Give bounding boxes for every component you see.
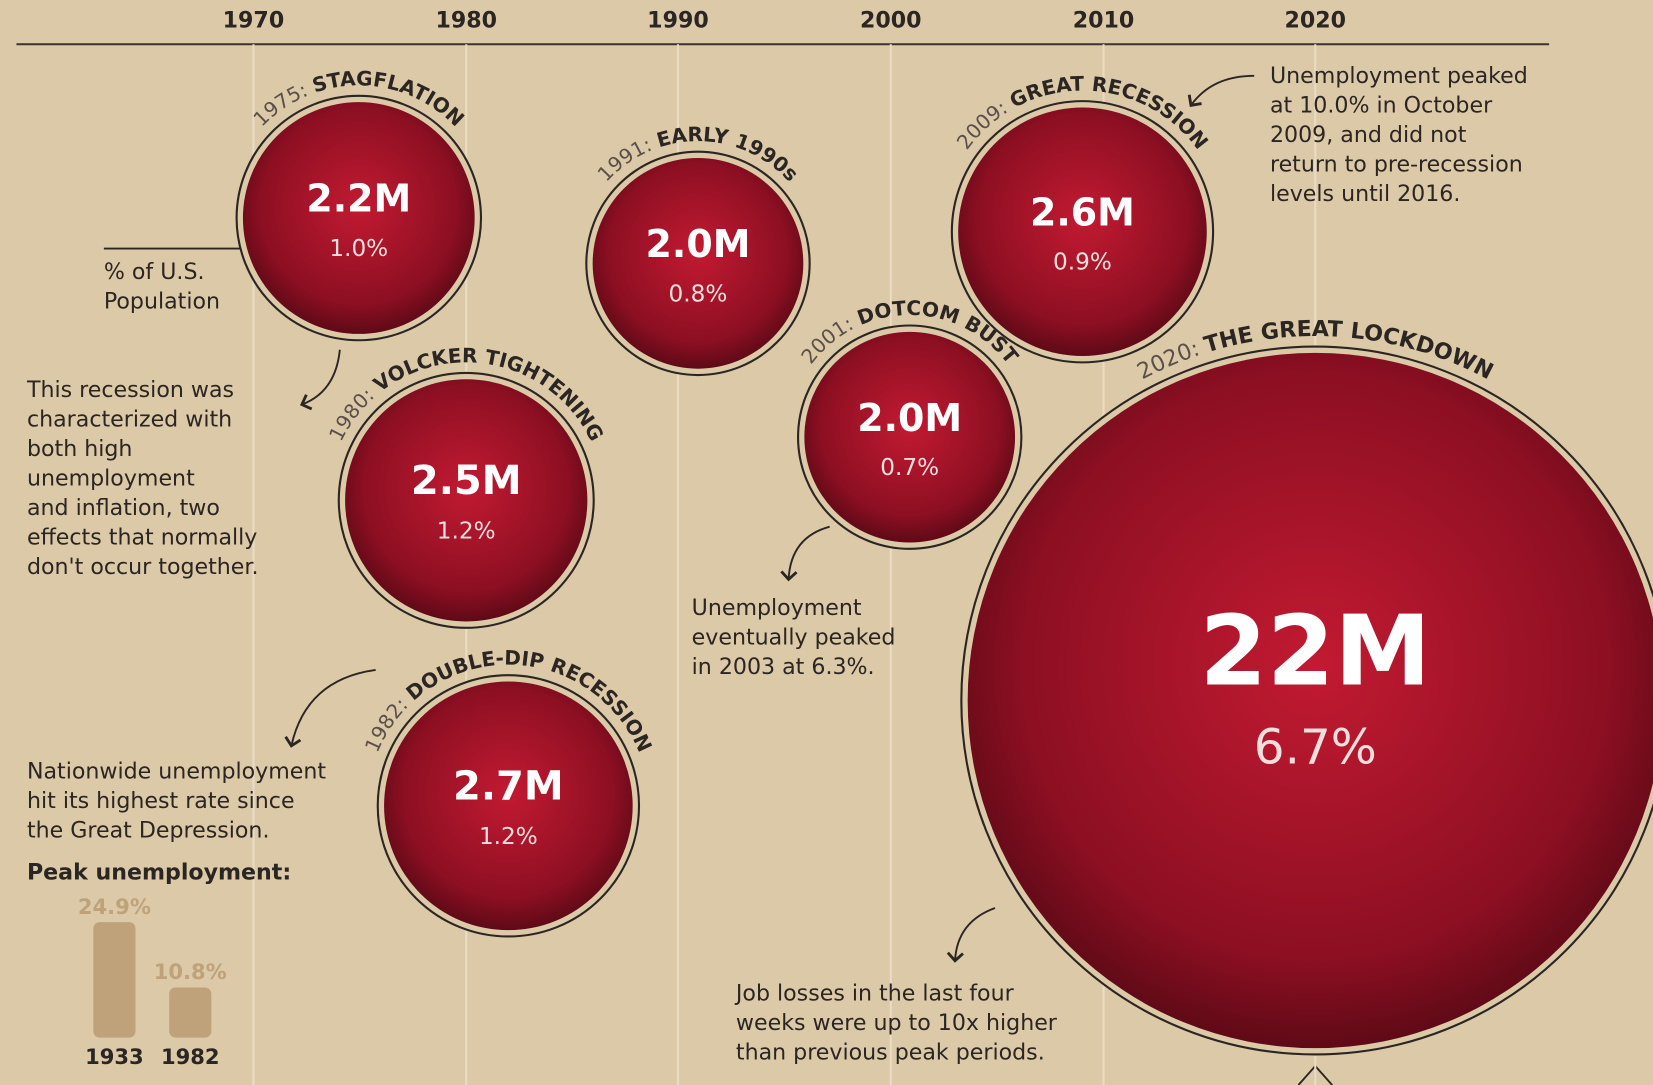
bubble-share: 0.8% — [669, 280, 728, 307]
annotation-line: Unemployment — [692, 595, 862, 621]
annotation-line: Unemployment peaked — [1270, 63, 1528, 89]
bubble-share: 1.2% — [479, 823, 538, 850]
year-label: 1990 — [647, 7, 709, 33]
bubble — [958, 107, 1207, 357]
annotation-line: and inflation, two — [27, 495, 220, 521]
content: 1970 1980 1990 2000 2010 20201975:STAGFLATION… — [26, 7, 1653, 1085]
annotation-line: This recession was — [26, 377, 234, 403]
annotation-line: unemployment — [27, 466, 195, 492]
year-label: 2010 — [1073, 7, 1135, 33]
bubble — [967, 352, 1653, 1049]
annotation-line: the Great Depression. — [27, 817, 270, 843]
bubble-jobs: 2.5M — [411, 458, 522, 504]
mini-bar-label: 10.8% — [154, 959, 227, 984]
mini-bar-category: 1933 — [85, 1044, 144, 1069]
annotation-line: at 10.0% in October — [1270, 93, 1493, 119]
year-label: 1980 — [435, 7, 497, 33]
bubble-jobs: 2.0M — [857, 396, 962, 440]
bubble-share: 0.9% — [1053, 249, 1112, 276]
mini-bar — [93, 922, 136, 1038]
mini-bar-label: 24.9% — [78, 894, 151, 919]
bubble — [804, 331, 1016, 543]
annotation-line: don't occur together. — [27, 554, 259, 580]
mini-bar — [169, 987, 212, 1038]
annotation-line: than previous peak periods. — [736, 1040, 1045, 1066]
bubble-jobs: 22M — [1200, 595, 1431, 708]
bubble — [345, 379, 588, 622]
annotation-line: both high — [27, 436, 132, 462]
bubble-share: 1.2% — [437, 517, 496, 544]
annotation-line: return to pre-recession — [1270, 152, 1523, 178]
annotation-line: Nationwide unemployment — [27, 758, 326, 784]
bubble-share: 6.7% — [1254, 720, 1377, 776]
annotation-line: effects that normally — [27, 525, 257, 551]
annotation-line: Job losses in the last four — [734, 981, 1015, 1007]
year-label: 1970 — [223, 7, 285, 33]
mini-bar-category: 1982 — [161, 1044, 220, 1069]
annotation-line: levels until 2016. — [1270, 181, 1460, 207]
bubble — [592, 158, 804, 369]
bubble-jobs: 2.2M — [306, 177, 411, 221]
annotation-line: eventually peaked — [692, 625, 896, 651]
mini-chart-title: Peak unemployment: — [27, 860, 291, 886]
year-label: 2000 — [860, 7, 922, 33]
bubble — [384, 681, 633, 931]
bubble-jobs: 2.0M — [646, 222, 751, 266]
annotation-line: Population — [104, 289, 220, 315]
bubble-jobs: 2.6M — [1030, 190, 1135, 234]
bubble — [242, 102, 475, 334]
bubble-jobs: 2.7M — [453, 764, 564, 810]
annotation-line: 2009, and did not — [1270, 122, 1467, 148]
annotation-line: hit its highest rate since — [27, 788, 295, 814]
annotation-line: % of U.S. — [104, 259, 205, 285]
annotation-line: weeks were up to 10x higher — [736, 1010, 1058, 1036]
year-label: 2020 — [1285, 7, 1347, 33]
annotation-line: characterized with — [27, 407, 232, 433]
bubble-share: 1.0% — [329, 235, 388, 262]
annotation-line: in 2003 at 6.3%. — [692, 654, 875, 680]
bubble-share: 0.7% — [880, 454, 939, 481]
